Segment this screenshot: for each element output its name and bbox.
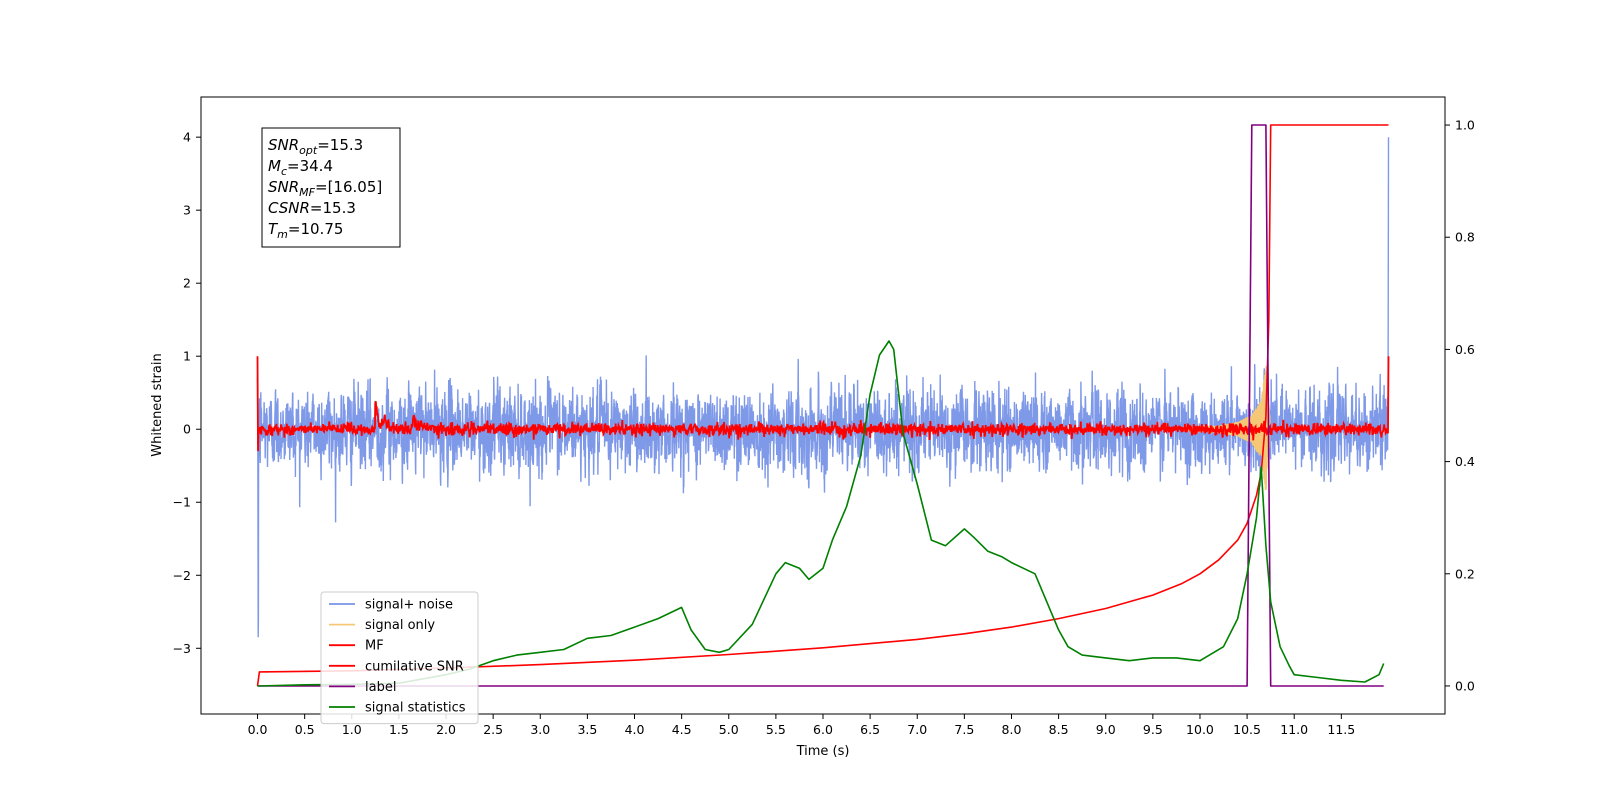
left-tick-label: 1	[183, 349, 191, 364]
x-tick-label: 1.0	[342, 722, 362, 737]
legend-entry: label	[365, 680, 396, 695]
annotation-line: SNRMF=[16.05]	[268, 178, 382, 199]
x-tick-label: 1.5	[389, 722, 409, 737]
left-tick-label: 0	[183, 422, 191, 437]
legend-entry: signal statistics	[365, 701, 466, 716]
left-tick-label: 2	[183, 276, 191, 291]
legend-entry: MF	[365, 639, 384, 654]
series-signal-noise-line	[256, 137, 1390, 638]
x-tick-label: 0.5	[295, 722, 315, 737]
left-tick-label: 4	[183, 130, 191, 145]
x-tick-label: 7.0	[907, 722, 927, 737]
right-tick-label: 0.0	[1455, 678, 1475, 693]
x-tick-label: 2.0	[436, 722, 456, 737]
x-tick-label: 10.0	[1186, 722, 1214, 737]
left-axis-label: Whitened strain	[150, 353, 165, 456]
right-tick-label: 0.6	[1455, 342, 1475, 357]
x-tick-label: 6.5	[860, 722, 880, 737]
right-axis-ticks: 1.0 0.8 0.6 0.4 0.2 0.0	[1445, 118, 1475, 693]
x-tick-label: 10.5	[1233, 722, 1261, 737]
x-tick-label: 9.5	[1143, 722, 1163, 737]
series-label-line	[257, 124, 1384, 687]
annotation-line: CSNR=15.3	[268, 199, 356, 217]
left-axis-ticks: 4 3 2 1 0 −1 −2 −3	[173, 130, 201, 656]
x-axis-label: Time (s)	[796, 744, 850, 759]
x-tick-label: 11.0	[1280, 722, 1308, 737]
series-layer	[256, 124, 1390, 687]
legend: signal+ noise signal only MF cumilative SNR…	[320, 591, 479, 725]
annotation-line: Mc=34.4	[268, 157, 333, 178]
left-tick-label: 3	[183, 203, 191, 218]
x-tick-label: 3.0	[530, 722, 550, 737]
x-axis-ticks: 0.0 0.5 1.0 1.5 2.0 2.5 3.0 3.5 4.0 4.5 5.0 5.5 6.0 6…	[248, 714, 1355, 737]
x-tick-label: 3.5	[577, 722, 597, 737]
x-tick-label: 4.0	[625, 722, 645, 737]
legend-entry: signal only	[365, 618, 435, 633]
x-tick-label: 7.5	[954, 722, 974, 737]
annotation-frame	[261, 127, 401, 248]
left-tick-label: −2	[173, 568, 191, 583]
x-tick-label: 8.5	[1049, 722, 1069, 737]
right-tick-label: 0.2	[1455, 566, 1475, 581]
left-tick-label: −1	[173, 495, 191, 510]
x-tick-label: 5.0	[719, 722, 739, 737]
right-tick-label: 0.4	[1455, 454, 1475, 469]
x-tick-label: 11.5	[1327, 722, 1355, 737]
series-mf-line	[256, 356, 1390, 452]
x-tick-label: 2.5	[483, 722, 503, 737]
annotation-line: Tm=10.75	[268, 220, 343, 241]
x-tick-label: 8.0	[1002, 722, 1022, 737]
x-tick-label: 5.5	[766, 722, 786, 737]
x-tick-label: 0.0	[248, 722, 268, 737]
left-tick-label: −3	[173, 641, 191, 656]
annotation-box: SNRopt=15.3Mc=34.4SNRMF=[16.05]CSNR=15.3…	[261, 127, 401, 248]
right-tick-label: 0.8	[1455, 230, 1475, 245]
legend-entry: cumilative SNR	[365, 659, 464, 674]
right-tick-label: 1.0	[1455, 118, 1475, 133]
x-tick-label: 6.0	[813, 722, 833, 737]
legend-frame	[320, 591, 479, 725]
x-tick-label: 9.0	[1096, 722, 1116, 737]
x-tick-label: 4.5	[672, 722, 692, 737]
annotation-line: SNRopt=15.3	[268, 136, 363, 157]
legend-entry: signal+ noise	[365, 598, 453, 613]
series-signal-statistics-line	[257, 340, 1385, 687]
